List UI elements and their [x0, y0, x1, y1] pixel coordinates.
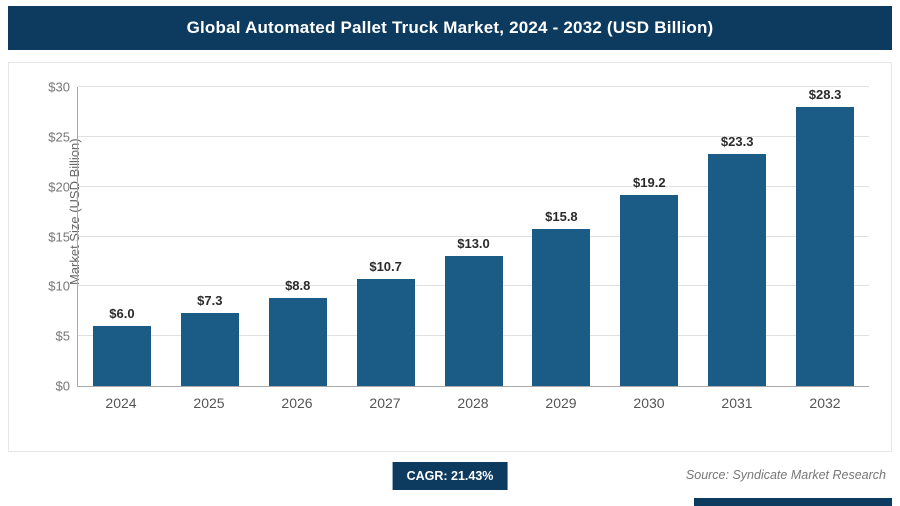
bar-column: $10.7 [342, 87, 430, 386]
gridline [78, 135, 869, 137]
chart-header: Global Automated Pallet Truck Market, 20… [8, 6, 892, 50]
gridline [78, 185, 869, 187]
bar [796, 107, 855, 386]
gridline [78, 235, 869, 237]
bar-column: $15.8 [517, 87, 605, 386]
y-tick-label: $15 [48, 229, 70, 244]
bar-value-label: $10.7 [369, 259, 402, 275]
bar [268, 298, 327, 386]
bar [180, 313, 239, 386]
bar-column: $8.8 [254, 87, 342, 386]
x-axis-label: 2025 [193, 395, 225, 411]
bar-value-label: $28.3 [808, 87, 842, 102]
x-axis-label: 2031 [721, 395, 753, 411]
bar-value-label: $19.2 [633, 174, 666, 190]
bar-column: $6.0 [78, 87, 166, 386]
x-axis-label: 2032 [809, 395, 841, 411]
bars: $6.0 $7.3 $8.8 $10.7 $13.0 $15.8 $19.2 $23.3 $28… [78, 87, 869, 386]
bar [708, 153, 767, 386]
y-tick-label: $5 [55, 328, 70, 344]
chart-footer: CAGR: 21.43% Source: Syndicate Market Re… [8, 452, 892, 500]
plot-area: $0 $5 $10 $15 $20 $25 $30 $6.0 $7.3 $8.8 $10.7 $13… [48, 80, 869, 394]
bar-value-label: $23.3 [720, 133, 754, 149]
chart-title: Global Automated Pallet Truck Market, 20… [186, 18, 714, 37]
bar [444, 256, 503, 386]
bar-value-label: $15.8 [545, 208, 578, 224]
x-axis-label: 2026 [281, 395, 313, 411]
bar-column: $7.3 [166, 87, 254, 386]
bar-value-label: $6.0 [109, 306, 135, 322]
y-tick-label: $10 [48, 278, 70, 294]
x-axis-label: 2030 [633, 395, 665, 411]
y-tick-label: $0 [55, 378, 70, 394]
x-axis-label: 2027 [369, 395, 401, 411]
bar [92, 326, 151, 386]
x-axis-label: 2029 [545, 395, 577, 411]
x-axis-labels: 2024 2025 2026 2027 2028 2029 2030 2031 2032 [77, 395, 869, 411]
chart-panel: Market Size (USD Billion) $0 $5 $10 $15 $20 $… [8, 62, 892, 452]
cagr-badge: CAGR: 21.43% [392, 462, 508, 490]
y-tick-label: $25 [48, 129, 70, 145]
bar-value-label: $13.0 [457, 236, 490, 252]
bar [356, 279, 415, 386]
bar-column: $19.2 [605, 87, 693, 386]
bar [532, 228, 591, 386]
y-tick-label: $30 [48, 79, 70, 95]
bar-column: $13.0 [430, 87, 518, 386]
source-attribution: Source: Syndicate Market Research [685, 468, 886, 482]
bar-column: $28.3 [781, 87, 869, 386]
bar-column: $23.3 [693, 87, 781, 386]
y-tick-label: $20 [48, 179, 70, 195]
gridline [78, 86, 869, 87]
bar-value-label: $8.8 [285, 278, 311, 294]
bar [620, 194, 679, 386]
x-axis-label: 2024 [105, 395, 137, 411]
bar-value-label: $7.3 [197, 293, 223, 309]
x-axis-label: 2028 [457, 395, 489, 411]
bottom-accent-bar [694, 498, 892, 506]
